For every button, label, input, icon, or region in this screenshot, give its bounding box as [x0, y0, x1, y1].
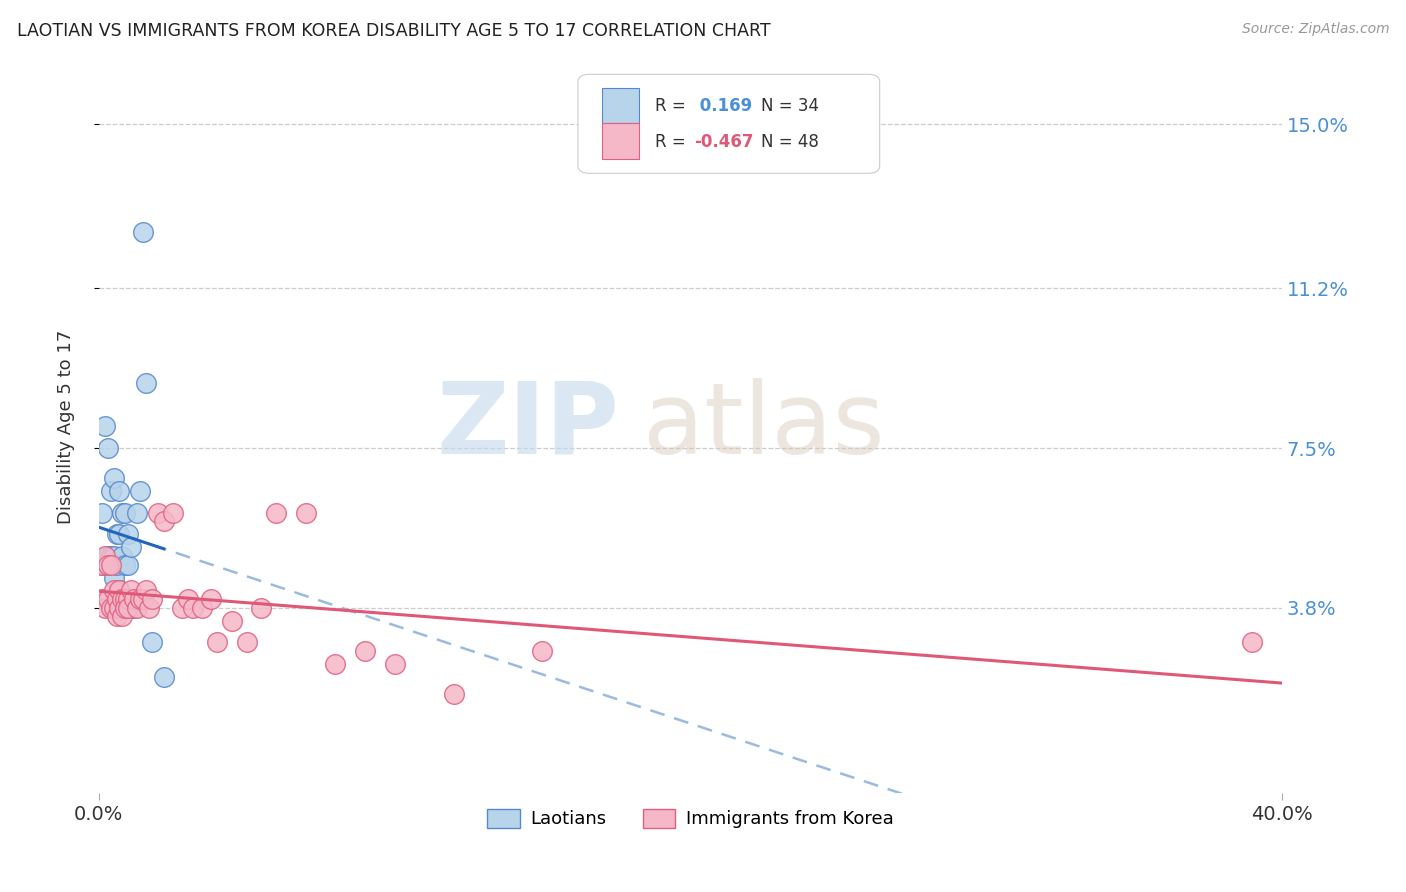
Point: [117, 600, 139, 615]
Point: [162, 506, 184, 520]
Point: [108, 583, 131, 598]
Point: [108, 484, 131, 499]
Point: [90, 558, 112, 572]
Point: [105, 592, 128, 607]
Point: [90, 506, 112, 520]
Point: [97, 441, 120, 455]
Point: [105, 592, 128, 607]
Point: [103, 583, 125, 598]
Point: [124, 600, 146, 615]
Point: [153, 515, 176, 529]
Point: [191, 600, 214, 615]
Point: [127, 600, 149, 615]
Text: N = 48: N = 48: [762, 133, 820, 151]
Legend: Laotians, Immigrants from Korea: Laotians, Immigrants from Korea: [479, 802, 901, 836]
Point: [114, 506, 136, 520]
Point: [129, 592, 152, 607]
Point: [120, 541, 142, 555]
Point: [90, 558, 112, 572]
Point: [93, 600, 115, 615]
Point: [100, 558, 122, 572]
Point: [108, 583, 131, 598]
Text: 0.169: 0.169: [695, 97, 752, 115]
Point: [141, 635, 163, 649]
Point: [103, 600, 125, 615]
Point: [108, 600, 131, 615]
Point: [100, 484, 122, 499]
Text: LAOTIAN VS IMMIGRANTS FROM KOREA DISABILITY AGE 5 TO 17 CORRELATION CHART: LAOTIAN VS IMMIGRANTS FROM KOREA DISABIL…: [17, 22, 770, 40]
Point: [205, 635, 228, 649]
Point: [129, 484, 152, 499]
Point: [97, 549, 120, 563]
Text: N = 34: N = 34: [762, 97, 820, 115]
Point: [103, 471, 125, 485]
Point: [108, 527, 131, 541]
Point: [103, 549, 125, 563]
Point: [1241, 635, 1264, 649]
Point: [111, 506, 134, 520]
Point: [111, 592, 134, 607]
Point: [114, 592, 136, 607]
Point: [135, 583, 157, 598]
Point: [354, 644, 377, 658]
Text: Source: ZipAtlas.com: Source: ZipAtlas.com: [1241, 22, 1389, 37]
Text: R =: R =: [655, 97, 686, 115]
Point: [124, 592, 146, 607]
Point: [264, 506, 287, 520]
Point: [132, 225, 155, 239]
Point: [146, 506, 169, 520]
Point: [100, 600, 122, 615]
Point: [111, 609, 134, 624]
Text: atlas: atlas: [643, 378, 884, 475]
Point: [120, 600, 142, 615]
Point: [443, 687, 465, 701]
Point: [93, 558, 115, 572]
Point: [114, 558, 136, 572]
Point: [135, 376, 157, 391]
Point: [250, 600, 273, 615]
Text: R =: R =: [655, 133, 686, 151]
Point: [97, 558, 120, 572]
Point: [93, 419, 115, 434]
Point: [132, 592, 155, 607]
Y-axis label: Disability Age 5 to 17: Disability Age 5 to 17: [58, 329, 75, 524]
Point: [127, 506, 149, 520]
Point: [117, 527, 139, 541]
Point: [141, 592, 163, 607]
Point: [325, 657, 347, 671]
Point: [105, 558, 128, 572]
FancyBboxPatch shape: [578, 74, 880, 173]
Bar: [602, 88, 640, 123]
Point: [114, 600, 136, 615]
Point: [384, 657, 406, 671]
Point: [531, 644, 554, 658]
Point: [200, 592, 222, 607]
Point: [153, 670, 176, 684]
Point: [100, 549, 122, 563]
Point: [120, 583, 142, 598]
Point: [183, 600, 205, 615]
Point: [117, 592, 139, 607]
Point: [176, 592, 198, 607]
Point: [93, 549, 115, 563]
Point: [103, 570, 125, 584]
Point: [221, 614, 243, 628]
Point: [90, 592, 112, 607]
Point: [105, 609, 128, 624]
Point: [114, 592, 136, 607]
Text: -0.467: -0.467: [695, 133, 754, 151]
Point: [117, 558, 139, 572]
Point: [111, 549, 134, 563]
Point: [97, 592, 120, 607]
Point: [105, 527, 128, 541]
Point: [117, 600, 139, 615]
Point: [170, 600, 193, 615]
Point: [138, 600, 160, 615]
Text: ZIP: ZIP: [436, 378, 620, 475]
Point: [235, 635, 257, 649]
Point: [295, 506, 318, 520]
Bar: [602, 123, 640, 159]
